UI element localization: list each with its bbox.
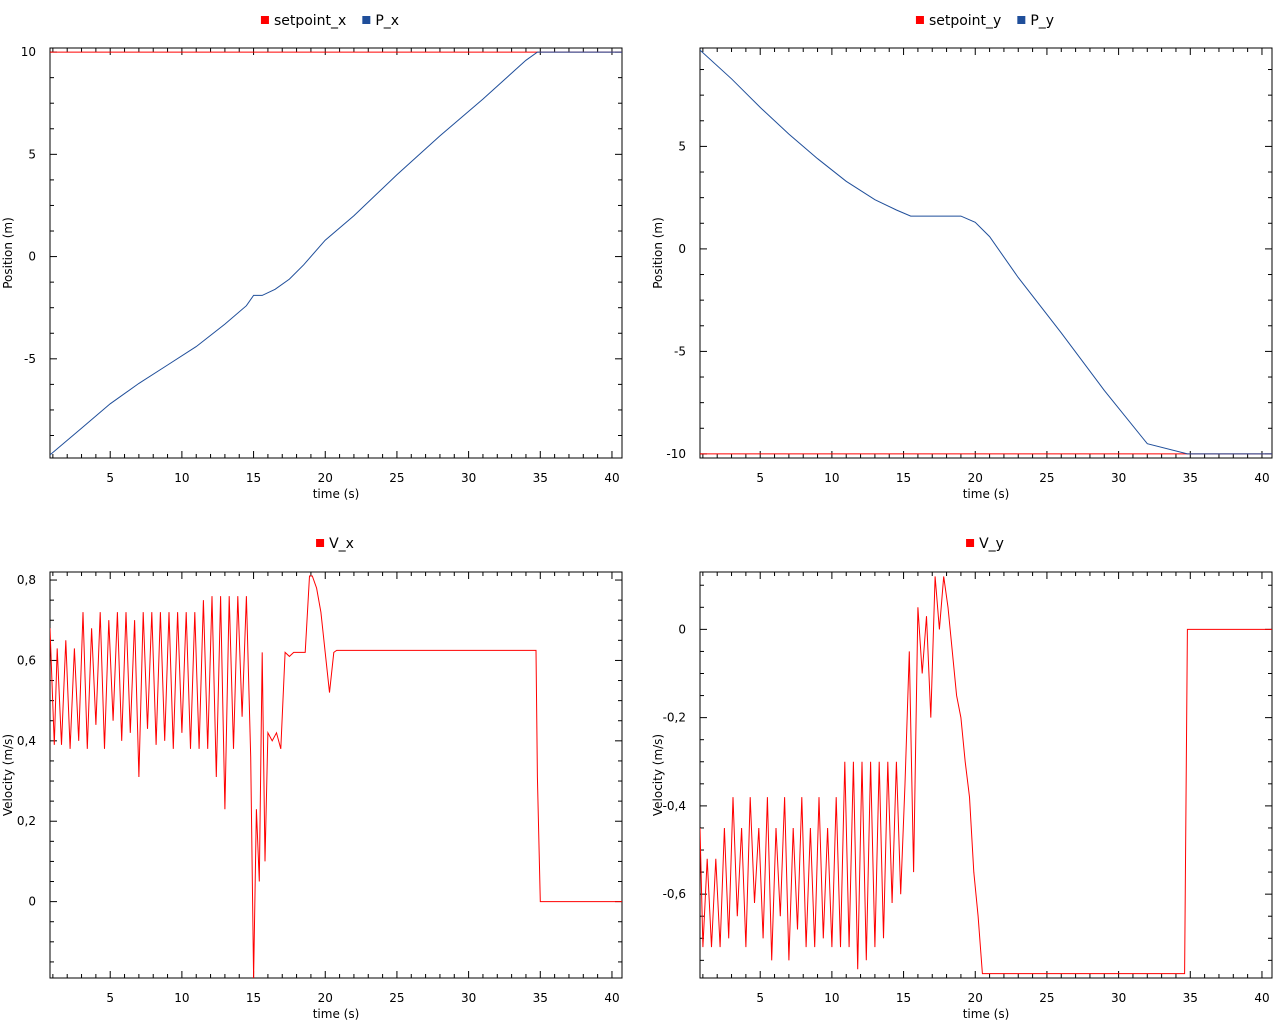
x-tick-label: 40 (1254, 991, 1269, 1005)
x-tick-label: 35 (533, 991, 548, 1005)
y-tick-label: -0,6 (663, 887, 686, 901)
x-tick-label: 35 (1183, 471, 1198, 485)
x-tick-label: 25 (389, 471, 404, 485)
x-tick-label: 30 (1111, 991, 1126, 1005)
plot-frame (699, 571, 1273, 979)
y-tick-label: 0,8 (17, 573, 36, 587)
series-line-v-y (700, 576, 1272, 975)
x-tick-label: 20 (318, 991, 333, 1005)
legend-swatch (915, 16, 924, 24)
x-tick-label: 30 (1111, 471, 1126, 485)
legend-label: V_y (979, 536, 1004, 552)
plot-frame (49, 571, 623, 979)
y-tick-label: 10 (21, 45, 36, 59)
x-tick-label: 10 (174, 991, 189, 1005)
legend-label: setpoint_y (929, 13, 1001, 29)
x-tick-label: 5 (756, 991, 764, 1005)
y-tick-label: 5 (678, 139, 686, 153)
chart-panel-4: 5 10 15 20 25 30 35 40 0 -0,2 -0,4 -0,6 time (s) Velo… (651, 536, 1273, 1021)
legend-swatch (966, 539, 975, 547)
legend-swatch (260, 16, 269, 24)
x-tick-label: 30 (461, 991, 476, 1005)
y-tick-label: -10 (666, 447, 686, 461)
x-tick-label: 30 (461, 471, 476, 485)
y-tick-label: 0 (678, 242, 686, 256)
x-tick-label: 40 (604, 991, 619, 1005)
y-tick-label: 0 (28, 895, 36, 909)
x-tick-label: 35 (533, 471, 548, 485)
legend-swatch (362, 16, 371, 24)
legend-label: P_y (1030, 13, 1054, 29)
x-tick-label: 10 (174, 471, 189, 485)
y-tick-label: 0,2 (17, 814, 36, 828)
x-axis-label: time (s) (963, 1007, 1010, 1021)
y-tick-label: -0,2 (663, 711, 686, 725)
plot-frame (699, 47, 1273, 459)
x-tick-label: 15 (246, 471, 261, 485)
y-axis-label: Position (m) (651, 217, 665, 289)
legend-swatch (1017, 16, 1026, 24)
x-axis-label: time (s) (313, 487, 360, 501)
x-tick-label: 20 (968, 471, 983, 485)
x-tick-label: 40 (604, 471, 619, 485)
legend-swatch (316, 539, 325, 547)
x-tick-label: 5 (106, 991, 114, 1005)
chart-panel-2: 5 10 15 20 25 30 35 40 5 0 -5 -10 time (s) Position (… (651, 13, 1273, 501)
x-tick-label: 35 (1183, 991, 1198, 1005)
chart-panel-3: 5 10 15 20 25 30 35 40 0,8 0,6 0,4 0,2 0 time (s) Velo… (1, 536, 623, 1021)
legend-label: P_x (375, 13, 399, 29)
series-line-v-x (50, 575, 622, 978)
x-tick-label: 25 (1039, 991, 1054, 1005)
x-tick-label: 40 (1254, 471, 1269, 485)
legend-label: V_x (329, 536, 354, 552)
x-tick-label: 15 (896, 991, 911, 1005)
y-tick-label: -0,4 (663, 799, 686, 813)
x-tick-label: 20 (968, 991, 983, 1005)
x-axis-label: time (s) (963, 487, 1010, 501)
x-tick-label: 15 (896, 471, 911, 485)
x-tick-label: 5 (756, 471, 764, 485)
y-axis-label: Position (m) (1, 217, 15, 289)
x-tick-label: 10 (824, 471, 839, 485)
x-tick-label: 20 (318, 471, 333, 485)
y-tick-label: -5 (674, 344, 686, 358)
series-line-p-x (50, 51, 622, 456)
y-tick-label: 5 (28, 147, 36, 161)
x-tick-label: 5 (106, 471, 114, 485)
x-tick-label: 25 (1039, 471, 1054, 485)
y-tick-label: 0,4 (17, 734, 36, 748)
series-line-p-y (700, 49, 1272, 455)
legend-label: setpoint_x (274, 13, 346, 29)
x-tick-label: 15 (246, 991, 261, 1005)
y-tick-label: 0,6 (17, 653, 36, 667)
y-tick-label: 0 (28, 250, 36, 264)
y-axis-label: Velocity (m/s) (651, 734, 665, 816)
y-axis-label: Velocity (m/s) (1, 734, 15, 816)
plot-frame (49, 47, 623, 459)
x-tick-label: 25 (389, 991, 404, 1005)
y-tick-label: -5 (24, 352, 36, 366)
x-axis-label: time (s) (313, 1007, 360, 1021)
chart-panel-1: 5 10 15 20 25 30 35 40 10 5 0 -5 time (s) Position (m… (1, 13, 623, 501)
x-tick-label: 10 (824, 991, 839, 1005)
y-tick-label: 0 (678, 622, 686, 636)
